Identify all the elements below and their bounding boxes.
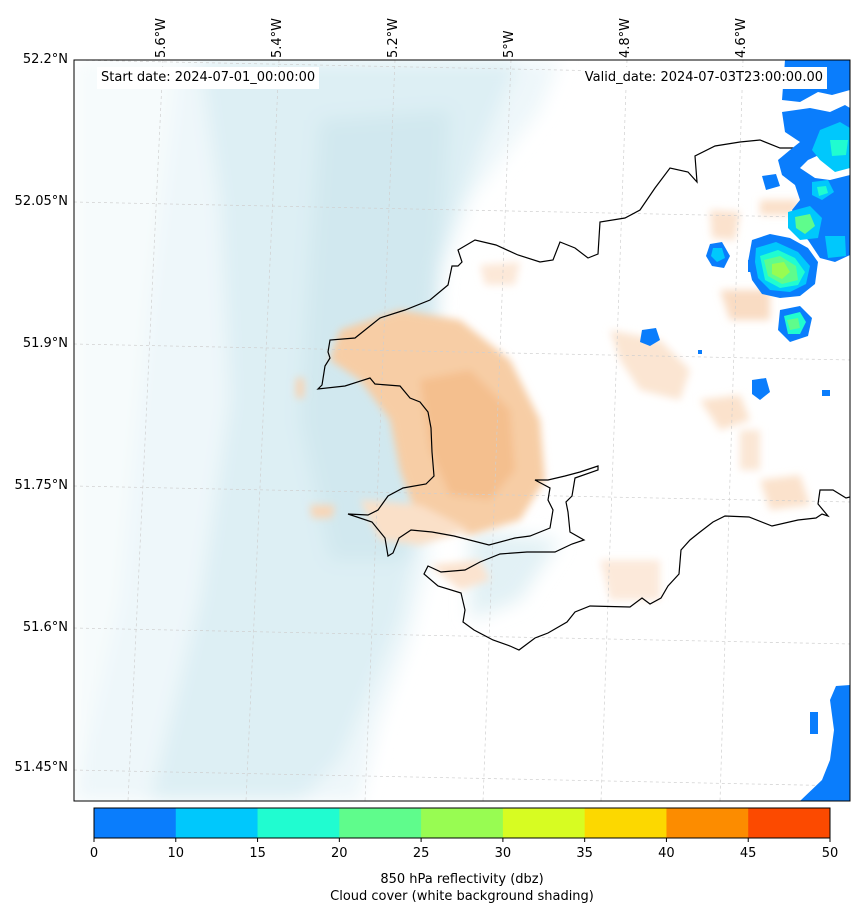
colorbar-tick-label: 20 xyxy=(331,846,348,861)
lat-label: 51.6°N xyxy=(22,620,68,635)
colorbar-tick-label: 10 xyxy=(167,846,185,861)
colorbar-tick-label: 0 xyxy=(89,846,99,861)
colorbar-sublabel: Cloud cover (white background shading) xyxy=(330,889,594,904)
colorbar-tick-label: 40 xyxy=(658,846,675,861)
lat-label: 52.2°N xyxy=(22,52,68,67)
colorbar-tick-label: 15 xyxy=(249,846,266,861)
graticule xyxy=(74,60,850,801)
colorbar-tick-label: 35 xyxy=(576,846,593,861)
colorbar-swatch xyxy=(257,808,340,838)
lat-label: 52.05°N xyxy=(14,194,68,209)
colorbar-swatch xyxy=(502,808,586,838)
colorbar-swatch xyxy=(666,808,749,838)
valid-date-label: Valid_date: 2024-07-03T23:00:00.00 xyxy=(580,67,827,89)
lon-label: 4.8°W xyxy=(618,17,633,58)
start-date-label: Start date: 2024-07-01_00:00:00 xyxy=(97,67,320,89)
lon-label: 4.6°W xyxy=(734,17,749,58)
colorbar-tick-label: 45 xyxy=(739,846,757,861)
colorbar-ticks xyxy=(93,838,831,842)
coastline xyxy=(316,139,850,651)
colorbar-tick-label: 25 xyxy=(412,846,430,861)
colorbar xyxy=(93,807,831,842)
colorbar-tick-label: 50 xyxy=(821,846,839,861)
colorbar-frame xyxy=(93,807,831,839)
cloud-cover-shading xyxy=(74,60,560,801)
lat-label: 51.9°N xyxy=(22,336,68,351)
colorbar-swatch xyxy=(339,808,422,838)
map-frame xyxy=(73,59,851,802)
lon-label: 5.4°W xyxy=(270,17,285,58)
lon-label: 5.6°W xyxy=(154,17,169,58)
lat-label: 51.45°N xyxy=(14,760,68,775)
colorbar-label: 850 hPa reflectivity (dbz) xyxy=(380,872,544,887)
lon-label: 5°W xyxy=(502,30,517,58)
colorbar-swatch xyxy=(748,808,831,838)
colorbar-swatch xyxy=(584,808,667,838)
colorbar-swatches xyxy=(94,808,831,838)
colorbar-swatch xyxy=(94,808,177,838)
colorbar-swatch xyxy=(175,808,259,838)
colorbar-tick-label: 30 xyxy=(494,846,512,861)
colorbar-swatch xyxy=(421,808,504,838)
reflectivity-cells xyxy=(640,60,850,801)
lon-label: 5.2°W xyxy=(386,17,401,58)
lat-label: 51.75°N xyxy=(14,478,68,493)
